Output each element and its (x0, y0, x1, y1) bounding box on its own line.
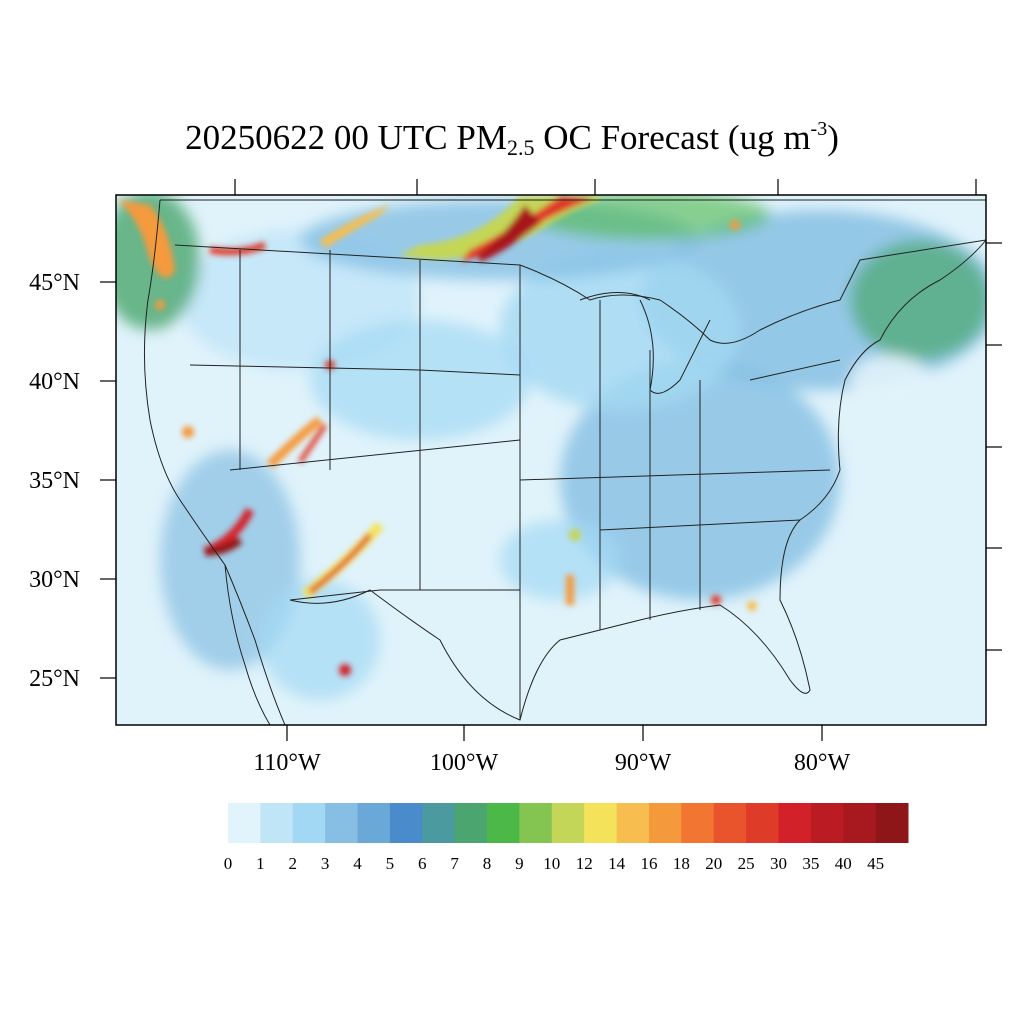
colorbar-label: 9 (515, 854, 524, 873)
title-superscript: -3 (810, 118, 828, 140)
colorbar-label: 35 (802, 854, 819, 873)
colorbar-label: 12 (576, 854, 593, 873)
colorbar: 0 1 2 3 4 5 6 7 8 9 10 12 14 16 18 20 25 30 35 40 45 (224, 803, 909, 873)
lon-label-110w: 110°W (253, 750, 321, 776)
colorbar-label: 8 (483, 854, 492, 873)
colorbar-label: 1 (256, 854, 265, 873)
lat-label-45n: 45°N (29, 270, 80, 296)
colorbar-swatch (584, 803, 618, 843)
lat-label-40n: 40°N (29, 369, 80, 395)
title-subscript: 2.5 (506, 135, 535, 160)
colorbar-label: 20 (705, 854, 722, 873)
colorbar-label: 6 (418, 854, 427, 873)
longitude-labels: 110°W 100°W 90°W 80°W (253, 750, 850, 776)
colorbar-label: 2 (289, 854, 298, 873)
title-prefix: 20250622 00 UTC PM (185, 118, 507, 157)
colorbar-label: 14 (608, 854, 626, 873)
colorbar-label: 7 (450, 854, 459, 873)
colorbar-swatch (843, 803, 877, 843)
lat-label-35n: 35°N (29, 468, 80, 494)
colorbar-label: 3 (321, 854, 330, 873)
political-boundaries (143, 199, 986, 725)
colorbar-label: 16 (640, 854, 657, 873)
colorbar-swatch (260, 803, 294, 843)
lat-label-25n: 25°N (29, 666, 80, 692)
colorbar-swatch (681, 803, 715, 843)
colorbar-label: 45 (867, 854, 884, 873)
colorbar-swatch (228, 803, 261, 843)
axis-ticks (100, 179, 1002, 741)
title-suffix: ) (827, 118, 839, 157)
lon-label-100w: 100°W (430, 750, 499, 776)
colorbar-swatch (487, 803, 520, 843)
colorbar-label: 5 (386, 854, 395, 873)
colorbar-label: 0 (224, 854, 233, 873)
colorbar-swatch (519, 803, 553, 843)
lon-label-80w: 80°W (794, 750, 851, 776)
colorbar-swatch (616, 803, 650, 843)
smoke-plumes (118, 196, 757, 676)
colorbar-label: 40 (835, 854, 852, 873)
chart-title: 20250622 00 UTC PM2.5 OC Forecast (ug m-… (0, 118, 1024, 161)
colorbar-label: 25 (738, 854, 755, 873)
colorbar-swatch (292, 803, 326, 843)
colorbar-swatch (454, 803, 488, 843)
concentration-field (116, 195, 986, 725)
colorbar-swatch (357, 803, 391, 843)
broad-concentration-areas (116, 195, 986, 700)
colorbar-swatch (422, 803, 456, 843)
colorbar-swatch (551, 803, 585, 843)
colorbar-swatch (648, 803, 682, 843)
colorbar-label: 4 (353, 854, 362, 873)
title-middle: OC Forecast (ug m (534, 118, 811, 157)
colorbar-swatch (778, 803, 812, 843)
colorbar-swatch (713, 803, 747, 843)
colorbar-swatch (746, 803, 779, 843)
map-frame (115, 194, 987, 726)
colorbar-swatch (325, 803, 359, 843)
lon-label-90w: 90°W (615, 750, 672, 776)
colorbar-swatch (875, 803, 909, 843)
colorbar-label: 18 (673, 854, 690, 873)
latitude-labels: 45°N 40°N 35°N 30°N 25°N (29, 270, 80, 692)
lat-label-30n: 30°N (29, 567, 80, 593)
colorbar-label: 10 (543, 854, 560, 873)
colorbar-label: 30 (770, 854, 787, 873)
colorbar-swatch (810, 803, 844, 843)
colorbar-swatch (389, 803, 423, 843)
